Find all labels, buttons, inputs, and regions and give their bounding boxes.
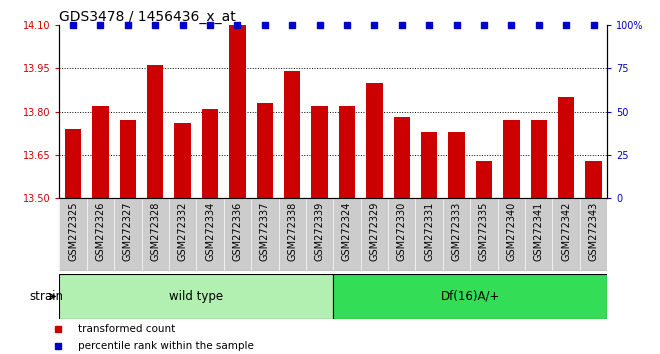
Bar bbox=[92, 106, 109, 198]
Text: GSM272330: GSM272330 bbox=[397, 202, 407, 261]
Text: transformed count: transformed count bbox=[78, 324, 175, 334]
Bar bbox=[448, 132, 465, 198]
Bar bbox=[393, 117, 410, 198]
Text: GDS3478 / 1456436_x_at: GDS3478 / 1456436_x_at bbox=[59, 10, 236, 24]
Text: strain: strain bbox=[29, 290, 63, 303]
Bar bbox=[202, 109, 218, 198]
Text: Df(16)A/+: Df(16)A/+ bbox=[441, 290, 500, 303]
Bar bbox=[558, 97, 574, 198]
Text: GSM272343: GSM272343 bbox=[589, 202, 599, 261]
Text: GSM272325: GSM272325 bbox=[68, 202, 78, 261]
Text: wild type: wild type bbox=[169, 290, 224, 303]
Text: percentile rank within the sample: percentile rank within the sample bbox=[78, 341, 253, 351]
Text: GSM272340: GSM272340 bbox=[506, 202, 516, 261]
Bar bbox=[366, 82, 383, 198]
Text: GSM272341: GSM272341 bbox=[534, 202, 544, 261]
Bar bbox=[312, 106, 328, 198]
Text: GSM272337: GSM272337 bbox=[260, 202, 270, 261]
Text: GSM272329: GSM272329 bbox=[370, 202, 379, 261]
Bar bbox=[476, 161, 492, 198]
Text: GSM272339: GSM272339 bbox=[315, 202, 325, 261]
Bar bbox=[119, 120, 136, 198]
Bar bbox=[257, 103, 273, 198]
Bar bbox=[339, 106, 355, 198]
Bar bbox=[503, 120, 519, 198]
Bar bbox=[147, 65, 164, 198]
Text: GSM272338: GSM272338 bbox=[287, 202, 297, 261]
Text: GSM272332: GSM272332 bbox=[178, 202, 187, 261]
Bar bbox=[284, 71, 300, 198]
Text: GSM272328: GSM272328 bbox=[150, 202, 160, 261]
Text: GSM272335: GSM272335 bbox=[479, 202, 489, 261]
Bar bbox=[585, 161, 602, 198]
Text: GSM272342: GSM272342 bbox=[561, 202, 571, 261]
Text: GSM272336: GSM272336 bbox=[232, 202, 242, 261]
Bar bbox=[229, 25, 246, 198]
Bar bbox=[59, 274, 333, 319]
Text: GSM272327: GSM272327 bbox=[123, 202, 133, 261]
Text: GSM272334: GSM272334 bbox=[205, 202, 215, 261]
Bar bbox=[333, 274, 607, 319]
Text: GSM272333: GSM272333 bbox=[451, 202, 461, 261]
Text: GSM272326: GSM272326 bbox=[96, 202, 106, 261]
Bar bbox=[65, 129, 81, 198]
Bar bbox=[421, 132, 438, 198]
Text: GSM272324: GSM272324 bbox=[342, 202, 352, 261]
Text: GSM272331: GSM272331 bbox=[424, 202, 434, 261]
Bar bbox=[174, 123, 191, 198]
Bar bbox=[531, 120, 547, 198]
